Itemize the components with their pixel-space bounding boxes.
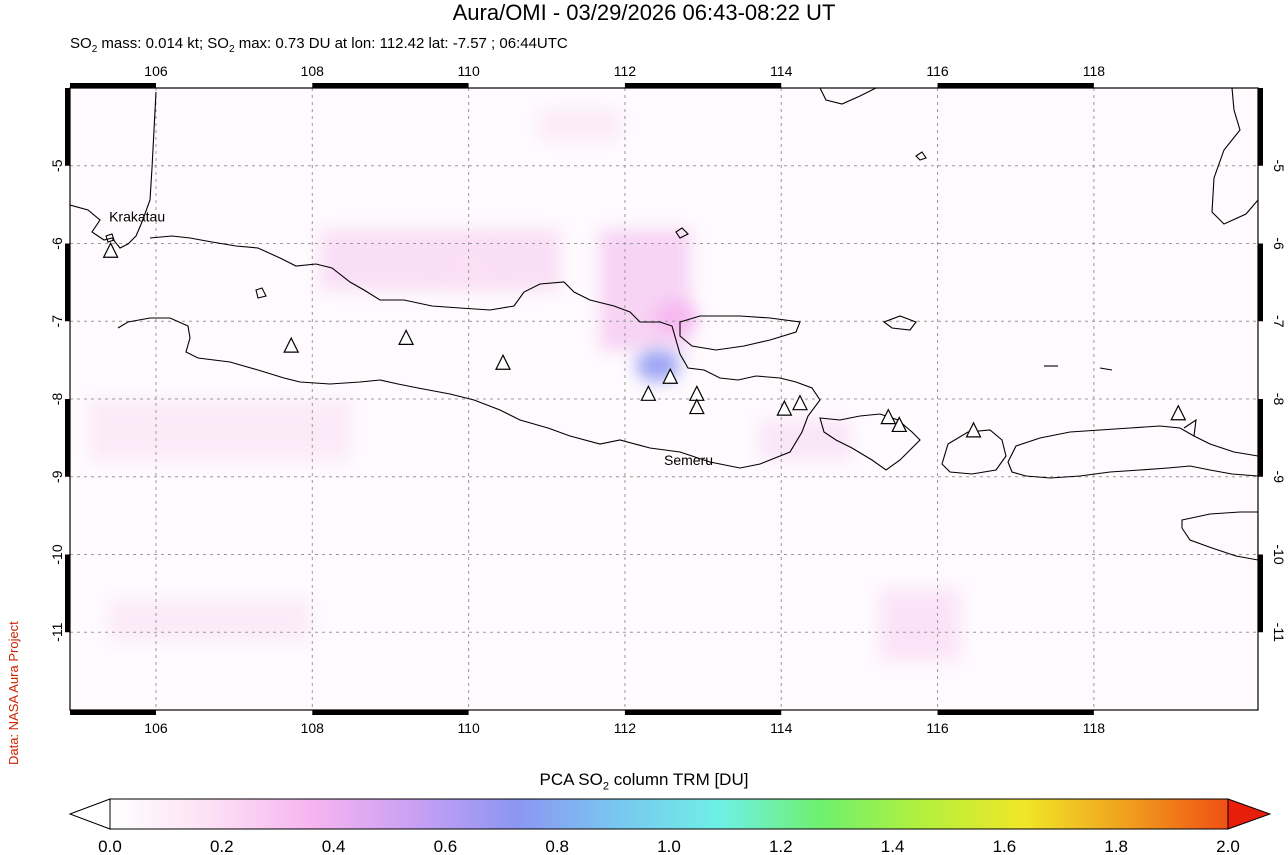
lon-tick-label-top: 114 [770, 63, 793, 79]
frame-bar-top [937, 83, 1094, 88]
lon-tick-label-bottom: 110 [457, 720, 480, 736]
so2-hotspot [653, 301, 698, 334]
frame-bar-right [1258, 88, 1263, 166]
colorbar-tick-label: 0.6 [434, 837, 458, 855]
lat-tick-label-left: -9 [49, 470, 65, 483]
volcano-triangle-icon [1170, 404, 1187, 421]
frame-bar-top [624, 83, 782, 88]
coastlines [70, 88, 1258, 561]
volcano-triangle-icon [776, 399, 793, 416]
lon-tick-label-bottom: 116 [926, 720, 949, 736]
lat-tick-label-left: -10 [49, 544, 65, 564]
lon-tick-label-top: 112 [614, 63, 637, 79]
volcano-triangle-icon [965, 421, 982, 438]
lat-tick-label-right: -7 [1271, 315, 1287, 328]
frame-bar-left [65, 554, 70, 633]
colorbar-tick-label: 0.4 [322, 837, 346, 855]
frame-bar-bottom [937, 710, 1094, 715]
lat-tick-label-right: -9 [1271, 471, 1287, 484]
lon-tick-label-bottom: 118 [1083, 720, 1106, 736]
colorbar-tick-label: 0.0 [98, 837, 122, 855]
lat-tick-label-left: -6 [49, 237, 65, 250]
colorbar-title: PCA SO2 column TRM [DU] [539, 770, 749, 793]
lat-tick-label-right: -5 [1271, 160, 1287, 173]
frame-bar-top [70, 83, 156, 88]
colorbar-min-arrow [68, 798, 111, 830]
frame-bar-left [65, 399, 70, 477]
frame-bar-bottom [312, 710, 469, 715]
colorbar-tick-label: 0.2 [210, 837, 234, 855]
lon-tick-label-top: 110 [457, 63, 480, 79]
so2-haze [90, 110, 960, 660]
volcano-markers [102, 241, 1187, 438]
colorbar-tick-label: 1.2 [769, 837, 793, 855]
volcano-triangle-icon [283, 336, 300, 353]
volcano-triangle-icon [688, 398, 705, 415]
colorbar-ticks: 0.0 0.2 0.4 0.6 0.8 1.0 1.2 1.4 1.6 1.8 2.0 [98, 837, 1240, 855]
lat-tick-label-left: -11 [49, 622, 65, 641]
colorbar-tick-label: 0.8 [545, 837, 569, 855]
page-title: Aura/OMI - 03/29/2026 06:43-08:22 UT [452, 0, 836, 25]
volcano-triangle-icon [495, 353, 511, 370]
volcano-triangle-icon [880, 408, 897, 425]
lat-tick-label-left: -8 [49, 393, 65, 406]
volcano-triangle-icon [891, 416, 908, 433]
map-labels: Krakatau Semeru [109, 209, 713, 468]
lon-tick-label-top: 116 [926, 63, 949, 79]
frame-bars [65, 83, 1263, 715]
lon-tick-label-top: 108 [301, 63, 325, 79]
colorbar-tick-label: 1.0 [657, 837, 681, 855]
lat-tick-label-left: -5 [49, 159, 65, 172]
colorbar-tick-label: 2.0 [1216, 837, 1240, 855]
so2-hotspot [446, 250, 491, 283]
volcano-label: Semeru [664, 452, 713, 468]
frame-bar-right [1258, 554, 1263, 633]
colorbar-tick-label: 1.8 [1104, 837, 1128, 855]
volcano-triangle-icon [640, 384, 657, 401]
colorbar-gradient [109, 798, 1229, 830]
lon-tick-label-bottom: 108 [301, 720, 325, 736]
volcano-triangle-icon [398, 329, 415, 345]
volcano-triangle-icon [792, 394, 808, 411]
colorbar: 0.0 0.2 0.4 0.6 0.8 1.0 1.2 1.4 1.6 1.8 2.0 [68, 798, 1272, 855]
frame-bar-bottom [70, 710, 156, 715]
frame-bar-right [1258, 399, 1263, 477]
colorbar-max-arrow [1227, 798, 1272, 830]
colorbar-tick-label: 1.6 [993, 837, 1017, 855]
lon-tick-label-top: 106 [144, 63, 168, 79]
lat-tick-label-right: -11 [1271, 623, 1287, 642]
subtitle: SO2 mass: 0.014 kt; SO2 max: 0.73 DU at … [70, 35, 568, 55]
axis-tick-labels: 106 106 108 108 110 110 112 112 114 114 116 116 118 1… [49, 63, 1287, 736]
lat-tick-label-right: -6 [1271, 237, 1287, 250]
colorbar-tick-label: 1.4 [881, 837, 905, 855]
lat-tick-label-left: -7 [49, 315, 65, 328]
frame-bar-right [1258, 243, 1263, 322]
frame-bar-bottom [624, 710, 782, 715]
lon-tick-label-top: 118 [1083, 63, 1106, 79]
lon-tick-label-bottom: 112 [614, 720, 637, 736]
volcano-label: Krakatau [109, 209, 165, 225]
frame-bar-left [65, 88, 70, 166]
volcano-triangle-icon [102, 241, 119, 258]
frame-bar-top [312, 83, 469, 88]
lon-tick-label-bottom: 114 [770, 720, 793, 736]
volcano-triangle-icon [662, 367, 679, 384]
frame-bar-left [65, 243, 70, 322]
lat-tick-label-right: -8 [1271, 393, 1287, 406]
lat-tick-label-right: -10 [1271, 544, 1287, 564]
lon-tick-label-bottom: 106 [144, 720, 168, 736]
map-grid [70, 88, 1258, 710]
